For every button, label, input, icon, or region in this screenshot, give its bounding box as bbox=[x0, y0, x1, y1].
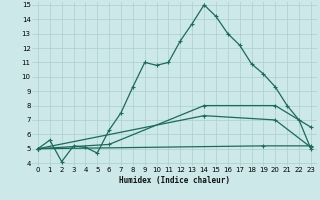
X-axis label: Humidex (Indice chaleur): Humidex (Indice chaleur) bbox=[119, 176, 230, 185]
